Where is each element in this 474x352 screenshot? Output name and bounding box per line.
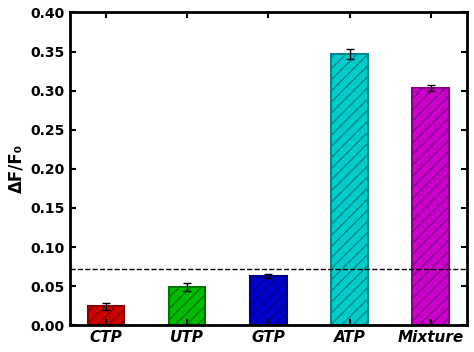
Bar	[250, 276, 287, 325]
Y-axis label: ΔF/F₀: ΔF/F₀	[7, 144, 25, 193]
Bar	[412, 88, 449, 325]
Bar	[331, 54, 368, 325]
Bar	[88, 307, 124, 325]
Bar	[169, 287, 206, 325]
